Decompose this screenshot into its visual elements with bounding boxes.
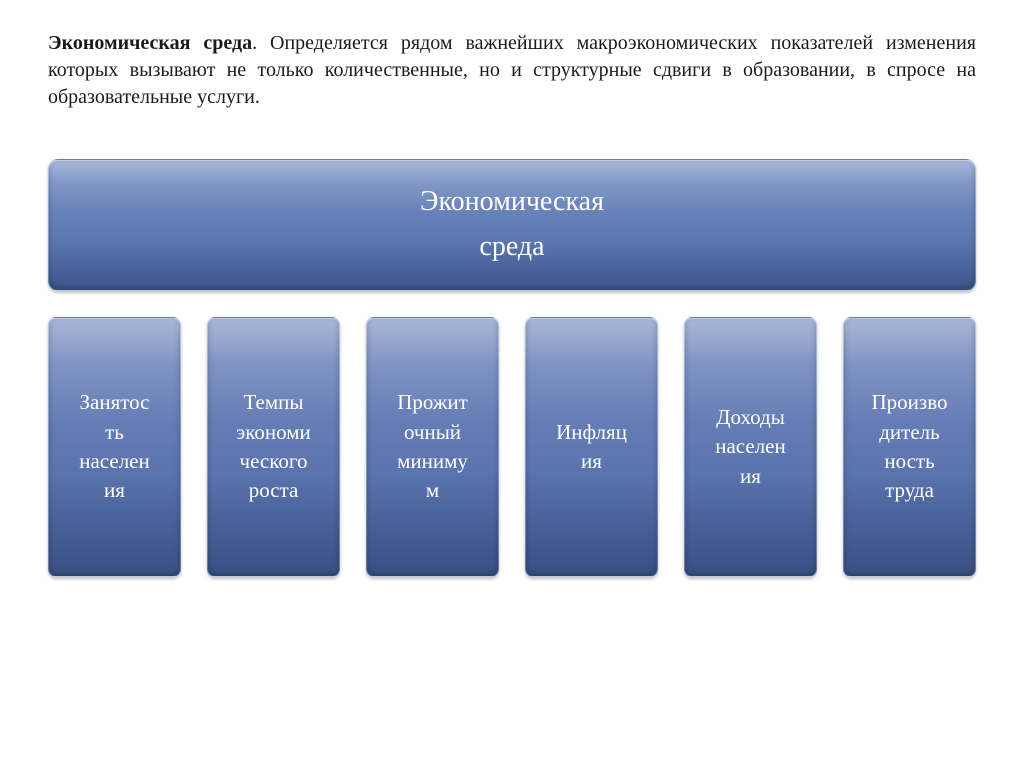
diagram-cell-line: населен [715,432,786,461]
diagram-cell-line: ия [740,462,761,491]
diagram-cell-line: ия [104,476,125,505]
diagram-cell-line: миниму [397,447,468,476]
diagram-cell: Темпыэкономическогороста [207,317,340,577]
diagram-cell-line: ческого [240,447,308,476]
diagram-cell-line: м [426,476,439,505]
diagram-cell: Занятостьнаселения [48,317,181,577]
diagram-cell-line: роста [249,476,299,505]
intro-bold: Экономическая среда [48,32,252,54]
diagram-cell-line: очный [404,418,461,447]
diagram-cell: Производительностьтруда [843,317,976,577]
diagram-header-line2: среда [479,225,544,270]
diagram-cell-line: Темпы [244,388,304,417]
diagram-cell-line: труда [885,476,934,505]
diagram-cell-line: ия [581,447,602,476]
intro-paragraph: Экономическая среда. Определяется рядом … [48,30,976,111]
diagram-cells-row: ЗанятостьнаселенияТемпыэкономическогорос… [48,317,976,577]
diagram-cell-line: Доходы [716,403,785,432]
diagram-cell: Инфляция [525,317,658,577]
diagram-header-line1: Экономическая [420,180,604,225]
diagram-cell-line: Инфляц [556,418,627,447]
diagram-cell-line: Занятос [80,388,150,417]
diagram-cell-line: населен [79,447,150,476]
diagram-cell-line: Прожит [397,388,468,417]
diagram-cell: Доходынаселения [684,317,817,577]
diagram-cell-line: экономи [236,418,311,447]
diagram-cell-line: ть [105,418,124,447]
diagram-cell-line: ность [884,447,934,476]
diagram-cell-line: дитель [879,418,939,447]
diagram-cell-line: Произво [872,388,948,417]
diagram-header: Экономическая среда [48,159,976,291]
diagram-cell: Прожиточныйминимум [366,317,499,577]
